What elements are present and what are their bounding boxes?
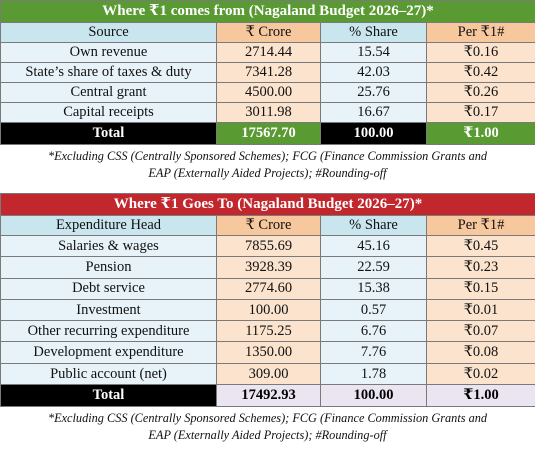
row-share: 42.03: [321, 63, 427, 83]
row-share: 7.76: [321, 342, 427, 363]
table-row: Development expenditure 1350.00 7.76 ₹0.…: [1, 342, 535, 363]
expenditure-header-row: Expenditure Head ₹ Crore % Share Per ₹1#: [1, 216, 535, 236]
row-crore: 4500.00: [217, 83, 321, 103]
row-crore: 3928.39: [217, 257, 321, 278]
table-row: State’s share of taxes & duty 7341.28 42…: [1, 63, 535, 83]
table-row: Public account (net) 309.00 1.78 ₹0.02: [1, 363, 535, 384]
table-row: Debt service 2774.60 15.38 ₹0.15: [1, 278, 535, 299]
row-share: 1.78: [321, 363, 427, 384]
row-per-rupee: ₹0.07: [427, 321, 535, 342]
row-label: Development expenditure: [1, 342, 217, 363]
total-share: 100.00: [321, 385, 427, 407]
total-label: Total: [1, 385, 217, 407]
income-footnote: *Excluding CSS (Centrally Sponsored Sche…: [0, 145, 535, 187]
expenditure-title: Where ₹1 Goes To (Nagaland Budget 2026–2…: [1, 194, 535, 216]
expenditure-total-row: Total 17492.93 100.00 ₹1.00: [1, 385, 535, 407]
total-per-rupee: ₹1.00: [427, 385, 535, 407]
income-title: Where ₹1 comes from (Nagaland Budget 202…: [1, 1, 535, 23]
row-label: Capital receipts: [1, 103, 217, 123]
income-header-per-rupee: Per ₹1#: [427, 23, 535, 43]
row-crore: 1350.00: [217, 342, 321, 363]
income-header-source: Source: [1, 23, 217, 43]
total-crore: 17567.70: [217, 123, 321, 145]
income-header-crore: ₹ Crore: [217, 23, 321, 43]
table-row: Pension 3928.39 22.59 ₹0.23: [1, 257, 535, 278]
total-crore: 17492.93: [217, 385, 321, 407]
row-share: 15.54: [321, 43, 427, 63]
expenditure-header-per-rupee: Per ₹1#: [427, 216, 535, 236]
footnote-line: *Excluding CSS (Centrally Sponsored Sche…: [4, 146, 531, 166]
row-per-rupee: ₹0.26: [427, 83, 535, 103]
row-label: Public account (net): [1, 363, 217, 384]
row-share: 0.57: [321, 299, 427, 320]
row-label: Central grant: [1, 83, 217, 103]
row-label: Own revenue: [1, 43, 217, 63]
row-per-rupee: ₹0.17: [427, 103, 535, 123]
row-per-rupee: ₹0.02: [427, 363, 535, 384]
table-row: Capital receipts 3011.98 16.67 ₹0.17: [1, 103, 535, 123]
row-per-rupee: ₹0.16: [427, 43, 535, 63]
row-crore: 1175.25: [217, 321, 321, 342]
table-row: Central grant 4500.00 25.76 ₹0.26: [1, 83, 535, 103]
income-header-row: Source ₹ Crore % Share Per ₹1#: [1, 23, 535, 43]
row-crore: 100.00: [217, 299, 321, 320]
row-label: Debt service: [1, 278, 217, 299]
row-crore: 309.00: [217, 363, 321, 384]
expenditure-table: Where ₹1 Goes To (Nagaland Budget 2026–2…: [0, 193, 535, 407]
row-share: 45.16: [321, 236, 427, 257]
row-crore: 3011.98: [217, 103, 321, 123]
row-label: Investment: [1, 299, 217, 320]
row-per-rupee: ₹0.23: [427, 257, 535, 278]
row-share: 6.76: [321, 321, 427, 342]
row-share: 25.76: [321, 83, 427, 103]
row-crore: 2714.44: [217, 43, 321, 63]
expenditure-header-crore: ₹ Crore: [217, 216, 321, 236]
income-table: Where ₹1 comes from (Nagaland Budget 202…: [0, 0, 535, 145]
footnote-line: EAP (Externally Aided Projects); #Roundi…: [4, 428, 531, 442]
total-per-rupee: ₹1.00: [427, 123, 535, 145]
row-crore: 2774.60: [217, 278, 321, 299]
row-per-rupee: ₹0.01: [427, 299, 535, 320]
expenditure-footnote: *Excluding CSS (Centrally Sponsored Sche…: [0, 407, 535, 449]
row-crore: 7341.28: [217, 63, 321, 83]
footnote-line: EAP (Externally Aided Projects); #Roundi…: [4, 166, 531, 180]
row-label: Salaries & wages: [1, 236, 217, 257]
row-label: Pension: [1, 257, 217, 278]
row-crore: 7855.69: [217, 236, 321, 257]
table-row: Own revenue 2714.44 15.54 ₹0.16: [1, 43, 535, 63]
footnote-line: *Excluding CSS (Centrally Sponsored Sche…: [4, 408, 531, 428]
table-row: Other recurring expenditure 1175.25 6.76…: [1, 321, 535, 342]
row-share: 16.67: [321, 103, 427, 123]
expenditure-header-share: % Share: [321, 216, 427, 236]
row-per-rupee: ₹0.08: [427, 342, 535, 363]
row-label: State’s share of taxes & duty: [1, 63, 217, 83]
table-row: Investment 100.00 0.57 ₹0.01: [1, 299, 535, 320]
row-share: 15.38: [321, 278, 427, 299]
row-per-rupee: ₹0.42: [427, 63, 535, 83]
table-row: Salaries & wages 7855.69 45.16 ₹0.45: [1, 236, 535, 257]
income-header-share: % Share: [321, 23, 427, 43]
total-share: 100.00: [321, 123, 427, 145]
row-label: Other recurring expenditure: [1, 321, 217, 342]
expenditure-header-head: Expenditure Head: [1, 216, 217, 236]
income-total-row: Total 17567.70 100.00 ₹1.00: [1, 123, 535, 145]
row-per-rupee: ₹0.45: [427, 236, 535, 257]
row-per-rupee: ₹0.15: [427, 278, 535, 299]
total-label: Total: [1, 123, 217, 145]
row-share: 22.59: [321, 257, 427, 278]
